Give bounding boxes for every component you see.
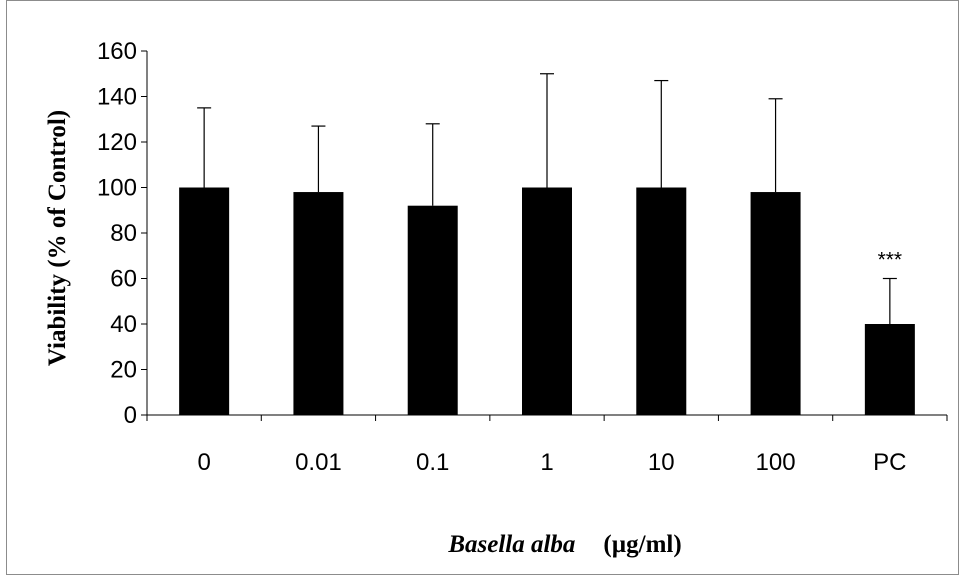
y-tick-label: 80: [110, 220, 137, 247]
y-tick-label: 160: [97, 38, 137, 65]
y-tick-label: 20: [110, 357, 137, 384]
chart-frame: [6, 0, 959, 575]
y-tick-label: 0: [124, 402, 137, 429]
x-axis-title-unit: (µg/ml): [603, 531, 681, 558]
x-axis-title-species: Basella alba: [447, 531, 575, 558]
y-tick-label: 100: [97, 175, 137, 202]
x-tick-label: 0.01: [295, 449, 342, 476]
x-tick-label: 100: [756, 449, 796, 476]
x-axis-title: Basella alba (µg/ml): [447, 531, 681, 558]
y-tick-label: 120: [97, 129, 137, 156]
annotations: ***: [878, 249, 903, 272]
bar: [864, 324, 915, 415]
y-tick-label: 60: [110, 266, 137, 293]
x-tick-label: 1: [540, 449, 553, 476]
x-tick-labels: 0 0.01 0.1 1 10 100 PC: [197, 449, 906, 476]
y-tick-labels: 0 20 40 60 80 100 120 140 160: [97, 38, 137, 429]
significance-annotation: ***: [878, 249, 903, 272]
x-tick-label: 0: [197, 449, 210, 476]
x-tick-label: 0.1: [416, 449, 449, 476]
y-tick-label: 140: [97, 84, 137, 111]
bar: [636, 187, 687, 415]
bars: [179, 187, 915, 415]
x-tick-label: PC: [873, 449, 906, 476]
bar: [750, 192, 801, 415]
bar: [293, 192, 344, 415]
error-bars: [197, 73, 897, 324]
bar: [179, 187, 230, 415]
y-axis-title: Viability (% of Control): [44, 110, 71, 366]
y-tick-label: 40: [110, 311, 137, 338]
x-tick-label: 10: [648, 449, 675, 476]
bar: [522, 187, 572, 415]
bar: [407, 205, 458, 415]
